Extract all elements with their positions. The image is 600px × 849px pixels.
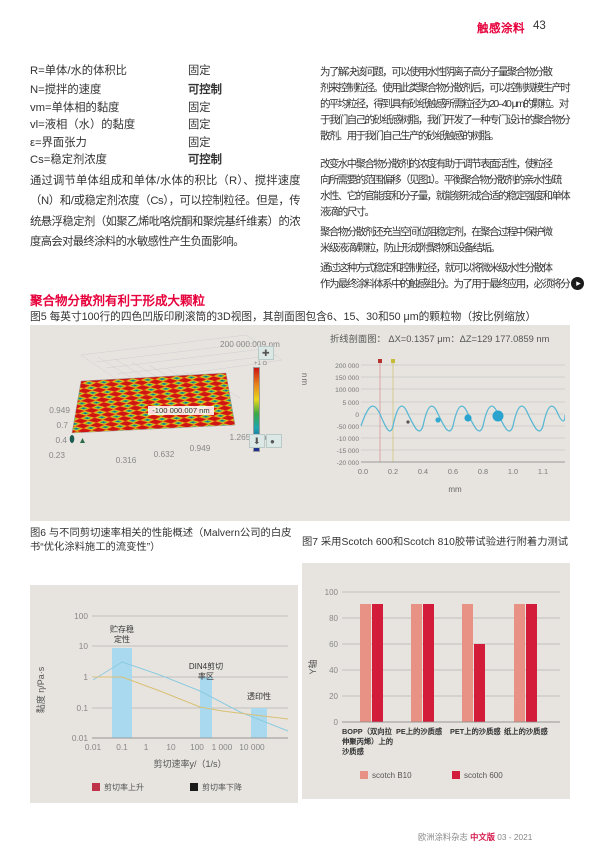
svg-text:定性: 定性 bbox=[114, 634, 130, 644]
svg-text:0.316: 0.316 bbox=[116, 455, 137, 465]
svg-text:0.01: 0.01 bbox=[85, 742, 102, 752]
svg-text:scotch B10: scotch B10 bbox=[372, 771, 412, 780]
svg-text:0.1: 0.1 bbox=[116, 742, 128, 752]
svg-text:0.632: 0.632 bbox=[154, 449, 175, 459]
svg-text:1.0: 1.0 bbox=[508, 467, 518, 476]
svg-text:10 000: 10 000 bbox=[239, 742, 265, 752]
svg-text:mm: mm bbox=[448, 485, 462, 494]
svg-text:透印性: 透印性 bbox=[247, 691, 271, 701]
svg-text:0: 0 bbox=[334, 718, 339, 727]
svg-text:0: 0 bbox=[355, 412, 359, 419]
svg-text:-10 000: -10 000 bbox=[337, 436, 360, 443]
svg-text:-100 000.007 nm: -100 000.007 nm bbox=[152, 406, 209, 415]
svg-text:-50 000: -50 000 bbox=[337, 424, 360, 431]
svg-text:100 000: 100 000 bbox=[335, 387, 359, 394]
svg-text:1: 1 bbox=[83, 672, 88, 682]
svg-text:0.949: 0.949 bbox=[49, 405, 70, 415]
svg-text:150 000: 150 000 bbox=[335, 375, 359, 382]
svg-text:1: 1 bbox=[144, 742, 149, 752]
svg-text:贮存稳: 贮存稳 bbox=[110, 624, 134, 634]
svg-text:0.8: 0.8 bbox=[478, 467, 488, 476]
svg-text:scotch 600: scotch 600 bbox=[464, 771, 503, 780]
svg-text:60: 60 bbox=[329, 640, 338, 649]
svg-text:1.1: 1.1 bbox=[538, 467, 548, 476]
svg-text:5 000: 5 000 bbox=[342, 400, 359, 407]
svg-text:200 000: 200 000 bbox=[335, 363, 359, 370]
svg-text:100: 100 bbox=[190, 742, 204, 752]
svg-text:0.1: 0.1 bbox=[76, 703, 88, 713]
svg-text:剪切率下降: 剪切率下降 bbox=[202, 782, 242, 792]
svg-text:沙质感: 沙质感 bbox=[342, 747, 365, 756]
svg-text:100: 100 bbox=[325, 588, 339, 597]
svg-text:剪切速率y/（1/s）: 剪切速率y/（1/s） bbox=[153, 758, 226, 769]
svg-text:10: 10 bbox=[166, 742, 176, 752]
svg-text:BOPP（双向拉: BOPP（双向拉 bbox=[342, 727, 393, 736]
svg-text:20: 20 bbox=[329, 692, 338, 701]
svg-text:0.4: 0.4 bbox=[55, 435, 67, 445]
svg-text:DIN4剪切: DIN4剪切 bbox=[189, 661, 223, 671]
svg-text:PE上的沙质感: PE上的沙质感 bbox=[396, 727, 443, 736]
svg-text:纸上的沙质感: 纸上的沙质感 bbox=[504, 727, 548, 736]
svg-text:0.23: 0.23 bbox=[49, 450, 66, 460]
svg-text:PET上的沙质感: PET上的沙质感 bbox=[450, 727, 501, 736]
svg-text:0.0: 0.0 bbox=[358, 467, 368, 476]
svg-text:-20 000: -20 000 bbox=[337, 460, 360, 467]
svg-text:黏度 η/Pa·s: 黏度 η/Pa·s bbox=[35, 666, 46, 713]
svg-text:0.7: 0.7 bbox=[56, 420, 68, 430]
svg-text:率区: 率区 bbox=[198, 671, 214, 681]
svg-text:1 000: 1 000 bbox=[212, 742, 233, 752]
svg-text:0.4: 0.4 bbox=[418, 467, 428, 476]
svg-text:0.949: 0.949 bbox=[190, 443, 211, 453]
svg-text:Y轴: Y轴 bbox=[307, 659, 318, 674]
svg-text:40: 40 bbox=[329, 666, 338, 675]
svg-text:伸聚丙烯）上的: 伸聚丙烯）上的 bbox=[341, 737, 393, 746]
svg-text:10: 10 bbox=[79, 641, 89, 651]
svg-text:100: 100 bbox=[74, 611, 88, 621]
svg-text:-15 000: -15 000 bbox=[337, 448, 360, 455]
svg-text:0.6: 0.6 bbox=[448, 467, 458, 476]
svg-text:剪切率上升: 剪切率上升 bbox=[104, 782, 144, 792]
svg-text:80: 80 bbox=[329, 614, 338, 623]
svg-text:0.2: 0.2 bbox=[388, 467, 398, 476]
